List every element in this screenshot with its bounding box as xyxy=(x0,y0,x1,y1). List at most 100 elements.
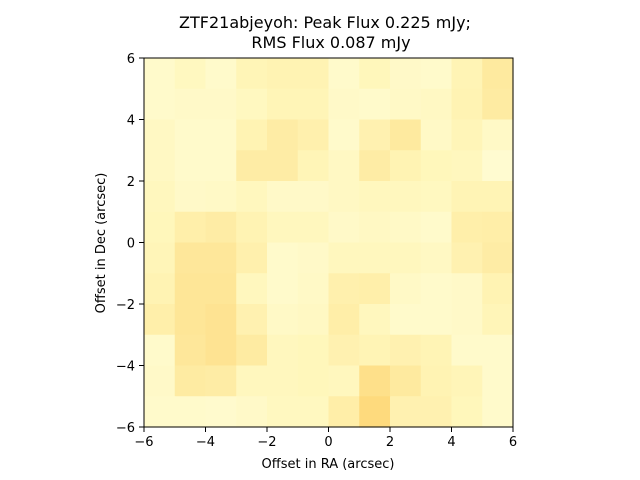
heatmap-cell xyxy=(144,58,176,90)
x-axis-ticks: −6 −4 −2 0 2 4 6 xyxy=(134,427,517,450)
heatmap-cell xyxy=(267,88,299,121)
heatmap-cell xyxy=(390,88,422,121)
heatmap-cell xyxy=(451,119,483,151)
heatmap-cell xyxy=(390,273,422,305)
heatmap-cell xyxy=(205,334,237,367)
y-tick-label: −6 xyxy=(116,421,135,436)
heatmap-cell xyxy=(297,396,330,428)
heatmap-cell xyxy=(205,150,237,182)
heatmap-cell xyxy=(205,58,237,90)
heatmap-cell xyxy=(482,365,514,397)
heatmap-cell xyxy=(451,273,483,305)
chart-title-line2: RMS Flux 0.087 mJy xyxy=(251,33,410,52)
heatmap-cell xyxy=(328,119,360,151)
y-tick-label: −4 xyxy=(116,360,135,375)
chart-title-line1: ZTF21abjeyoh: Peak Flux 0.225 mJy; xyxy=(179,13,471,32)
heatmap-cell xyxy=(359,273,391,305)
x-tick-label: −2 xyxy=(257,435,276,450)
heatmap-cell xyxy=(482,88,514,121)
heatmap-cell xyxy=(451,88,483,121)
heatmap-cell xyxy=(236,181,268,213)
heatmap-cell xyxy=(328,150,360,182)
heatmap-cell xyxy=(267,181,299,213)
heatmap-cell xyxy=(236,273,268,305)
heatmap-cell xyxy=(451,181,483,213)
heatmap-cell xyxy=(420,181,453,213)
heatmap-cell xyxy=(451,58,483,90)
heatmap-cell xyxy=(328,242,360,274)
heatmap-cell xyxy=(174,334,207,367)
heatmap-cell xyxy=(390,211,422,244)
heatmap-cell xyxy=(236,119,268,151)
heatmap-cell xyxy=(451,396,483,428)
y-tick-label: 4 xyxy=(127,114,135,129)
heatmap-cell xyxy=(267,119,299,151)
heatmap-cell xyxy=(482,58,514,90)
heatmap-cell xyxy=(205,119,237,151)
heatmap-cells xyxy=(144,58,514,428)
y-tick-label: 0 xyxy=(127,237,135,252)
heatmap-cell xyxy=(390,58,422,90)
heatmap-cell xyxy=(236,365,268,397)
heatmap-cell xyxy=(390,150,422,182)
x-tick-label: −4 xyxy=(196,435,215,450)
y-axis-ticks: −6 −4 −2 0 2 4 6 xyxy=(116,52,144,436)
heatmap-cell xyxy=(174,181,207,213)
heatmap-cell xyxy=(390,242,422,274)
y-tick-label: −2 xyxy=(116,298,135,313)
heatmap-cell xyxy=(297,58,330,90)
heatmap-cell xyxy=(236,58,268,90)
heatmap-cell xyxy=(359,334,391,367)
heatmap-cell xyxy=(236,242,268,274)
heatmap-cell xyxy=(205,304,237,336)
heatmap-cell xyxy=(482,242,514,274)
heatmap-cell xyxy=(482,396,514,428)
heatmap-cell xyxy=(328,58,360,90)
heatmap-cell xyxy=(420,304,453,336)
heatmap-cell xyxy=(144,396,176,428)
heatmap-cell xyxy=(328,181,360,213)
heatmap-cell xyxy=(482,211,514,244)
heatmap-cell xyxy=(205,211,237,244)
heatmap-cell xyxy=(328,211,360,244)
heatmap-cell xyxy=(205,365,237,397)
heatmap-cell xyxy=(420,211,453,244)
heatmap-cell xyxy=(144,242,176,274)
heatmap-cell xyxy=(328,365,360,397)
heatmap-cell xyxy=(482,119,514,151)
x-tick-label: 2 xyxy=(386,435,394,450)
heatmap-cell xyxy=(451,365,483,397)
heatmap-cell xyxy=(451,334,483,367)
heatmap-cell xyxy=(482,181,514,213)
heatmap-cell xyxy=(359,119,391,151)
heatmap-cell xyxy=(359,88,391,121)
heatmap-cell xyxy=(267,365,299,397)
heatmap-cell xyxy=(174,304,207,336)
heatmap-cell xyxy=(144,181,176,213)
heatmap-cell xyxy=(144,150,176,182)
heatmap-cell xyxy=(420,58,453,90)
x-tick-label: 0 xyxy=(324,435,332,450)
heatmap-cell xyxy=(328,304,360,336)
heatmap-cell xyxy=(482,334,514,367)
heatmap-cell xyxy=(144,334,176,367)
heatmap-cell xyxy=(174,396,207,428)
heatmap-cell xyxy=(205,181,237,213)
x-tick-label: 6 xyxy=(509,435,517,450)
heatmap-cell xyxy=(236,211,268,244)
heatmap-cell xyxy=(174,58,207,90)
heatmap-cell xyxy=(451,304,483,336)
heatmap-cell xyxy=(236,88,268,121)
heatmap-cell xyxy=(267,242,299,274)
x-tick-label: 4 xyxy=(447,435,455,450)
heatmap-cell xyxy=(297,242,330,274)
heatmap-cell xyxy=(390,334,422,367)
heatmap-cell xyxy=(267,304,299,336)
heatmap-cell xyxy=(359,181,391,213)
heatmap-cell xyxy=(390,396,422,428)
heatmap-cell xyxy=(390,365,422,397)
heatmap-cell xyxy=(359,58,391,90)
heatmap-cell xyxy=(144,365,176,397)
heatmap-cell xyxy=(267,58,299,90)
